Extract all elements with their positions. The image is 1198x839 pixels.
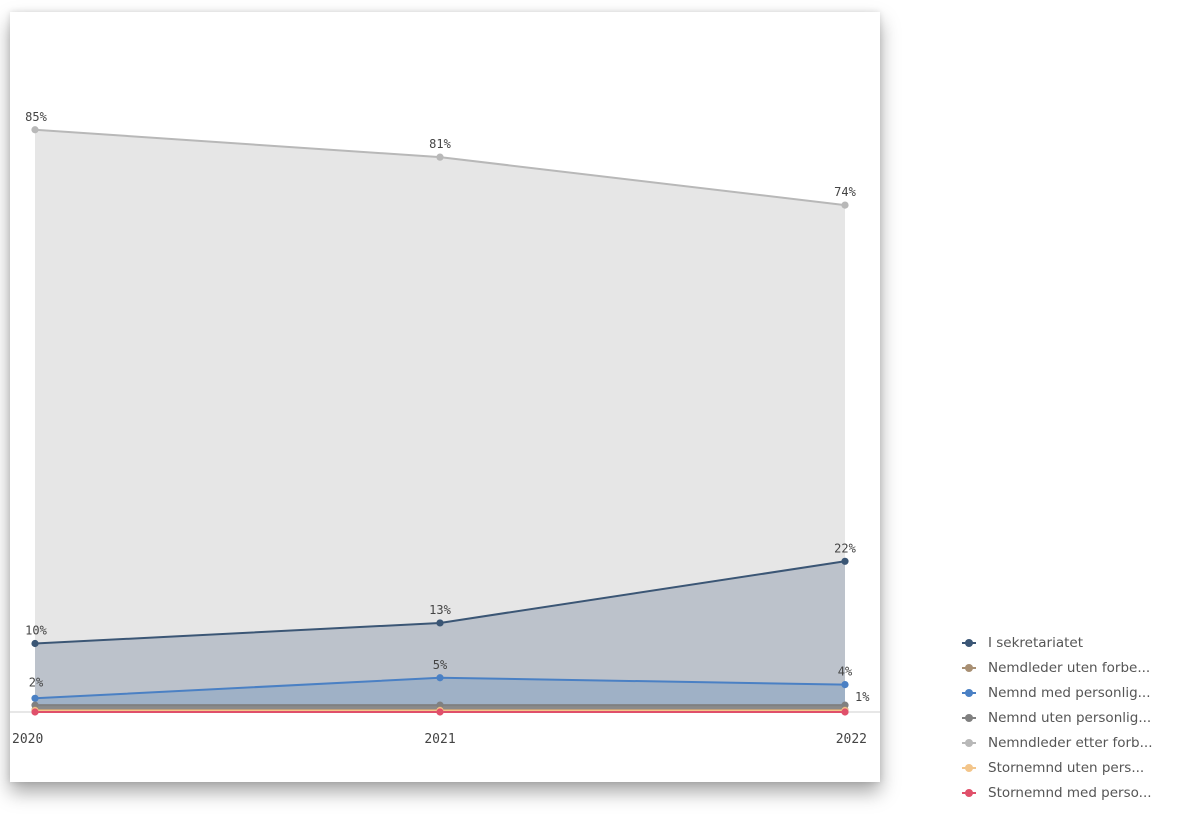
legend-item-nemnd-uten-personlig[interactable]: Nemnd uten personlig... [962,705,1153,730]
legend-label: Nemndleder etter forb... [988,734,1153,751]
point-nemnd-med-personlig-2022 [841,681,849,689]
chart-panel: 85% 81% 74% 10% 13% 22% 2% 5% 4% 1% 2020 2021 2022 [10,12,880,782]
data-label-nemnd-med-personlig-2020: 2% [29,675,44,689]
series-areas [35,129,845,712]
series-points [31,126,849,716]
point-i-sekretariatet-2022 [841,557,849,565]
point-stornemnd-med-perso-2021 [436,708,444,716]
point-stornemnd-med-perso-2022 [841,708,849,716]
data-label-i-sekretariatet-2020: 10% [25,624,47,638]
point-nemnd-med-personlig-2021 [436,674,444,682]
legend-label: I sekretariatet [988,634,1084,651]
data-label-nemnd-med-personlig-2021: 5% [433,658,448,672]
legend-label: Stornemnd med perso... [988,784,1152,801]
data-label-nemnd-uten-personlig-2022: 1% [855,690,870,704]
x-axis-ticks: 2020 2021 2022 [12,732,867,747]
legend-item-nemdleder-uten-forbe[interactable]: Nemdleder uten forbe... [962,655,1153,680]
legend-item-nemndleder-etter-forb[interactable]: Nemndleder etter forb... [962,730,1153,755]
legend-item-nemnd-med-personlig[interactable]: Nemnd med personlig... [962,680,1153,705]
point-i-sekretariatet-2021 [436,619,444,627]
x-tick-2020: 2020 [12,732,43,747]
legend-marker-icon [962,688,976,698]
legend-marker-icon [962,663,976,673]
x-tick-2022: 2022 [836,732,867,747]
area-nemndleder-etter-forb [35,129,845,712]
legend-marker-icon [962,713,976,723]
point-nemndleder-etter-forb-2021 [436,153,444,161]
point-nemndleder-etter-forb-2022 [841,201,849,209]
area-i-sekretariatet [35,561,845,712]
legend-item-i-sekretariatet[interactable]: I sekretariatet [962,630,1153,655]
legend: I sekretariatet Nemdleder uten forbe... Ne… [962,630,1153,805]
area-chart: 85% 81% 74% 10% 13% 22% 2% 5% 4%1% 2020 2021 2022 [10,110,880,747]
x-tick-2021: 2021 [424,732,455,747]
legend-label: Nemnd med personlig... [988,684,1151,701]
legend-item-stornemnd-uten-pers[interactable]: Stornemnd uten pers... [962,755,1153,780]
point-nemndleder-etter-forb-2020 [31,126,39,134]
data-labels: 85% 81% 74% 10% 13% 22% 2% 5% 4%1% [25,110,870,704]
data-label-nemndleder-etter-forb-2021: 81% [429,137,451,151]
legend-item-stornemnd-med-perso[interactable]: Stornemnd med perso... [962,780,1153,805]
data-label-nemndleder-etter-forb-2020: 85% [25,110,47,124]
data-label-nemnd-med-personlig-2022: 4% [838,665,853,679]
legend-marker-icon [962,638,976,648]
legend-label: Nemdleder uten forbe... [988,659,1151,676]
point-i-sekretariatet-2020 [31,639,39,648]
legend-marker-icon [962,738,976,748]
legend-label: Stornemnd uten pers... [988,759,1145,776]
data-label-i-sekretariatet-2022: 22% [834,541,856,555]
area-nemnd-med-personlig [35,677,845,712]
point-nemnd-med-personlig-2020 [31,694,39,702]
data-label-nemndleder-etter-forb-2022: 74% [834,185,856,199]
point-stornemnd-med-perso-2020 [31,708,39,716]
data-label-i-sekretariatet-2021: 13% [429,603,451,617]
legend-marker-icon [962,788,976,798]
legend-marker-icon [962,763,976,773]
legend-label: Nemnd uten personlig... [988,709,1152,726]
